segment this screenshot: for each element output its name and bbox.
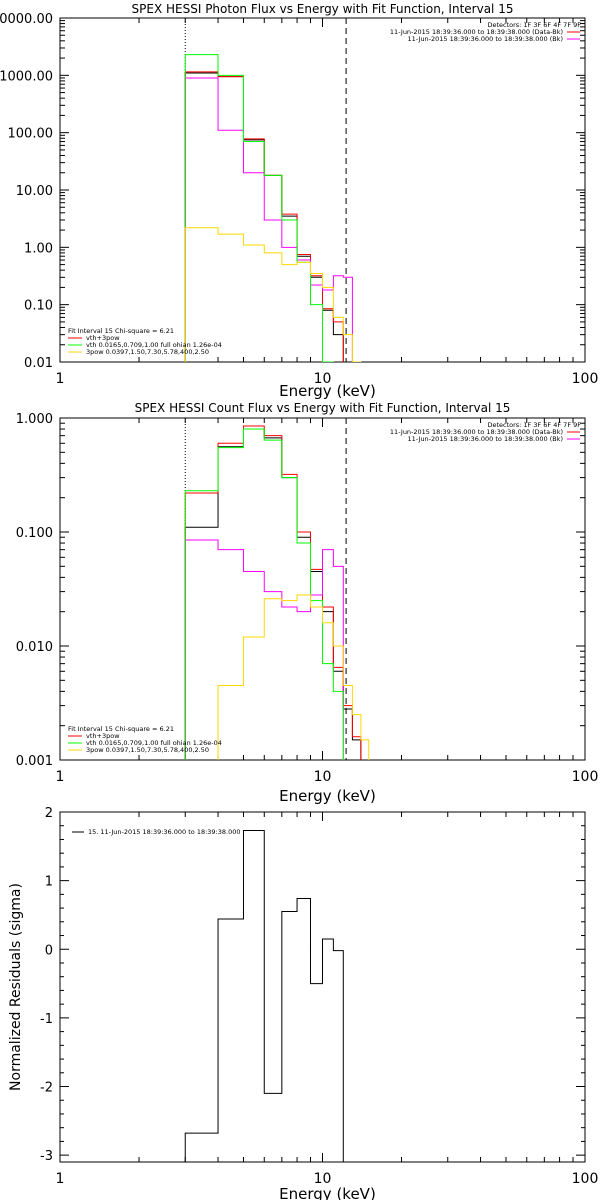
x-tick-label: 10 xyxy=(314,1171,332,1187)
fit-legend-entry-label: vth+3pow xyxy=(86,732,120,740)
y-tick-label: 1000.00 xyxy=(0,69,53,84)
chart-title: SPEX HESSI Photon Flux vs Energy with Fi… xyxy=(132,2,514,16)
data-series-4 xyxy=(184,54,344,362)
y-tick-label: 0.10 xyxy=(24,299,53,314)
y-tick-label: 100.00 xyxy=(8,127,54,142)
y-tick-label: 1.000 xyxy=(16,412,53,427)
data-series-5 xyxy=(184,594,370,760)
y-tick-label: -3 xyxy=(40,1149,53,1164)
legend-entry-label: 11-Jun-2015 18:39:36.000 to 18:39:38.000… xyxy=(408,435,563,443)
y-axis-label: Normalized Residuals (sigma) xyxy=(8,883,24,1091)
y-tick-label: 2 xyxy=(45,806,53,821)
chart-title: SPEX HESSI Count Flux vs Energy with Fit… xyxy=(135,401,511,415)
x-tick-label: 1 xyxy=(56,371,65,387)
data-series-1 xyxy=(184,830,344,1162)
x-axis-label: Energy (keV) xyxy=(279,382,376,400)
fit-legend-header: Fit Interval 15 Chi-square = 6.21 xyxy=(68,327,174,335)
fit-legend-entry-label: 3pow 0.0397,1.50,7.30,5.78,400,2.50 xyxy=(86,746,209,754)
y-tick-label: 0 xyxy=(45,943,53,958)
plot-frame xyxy=(59,811,586,1163)
x-tick-label: 10 xyxy=(314,769,332,785)
y-tick-label: 1 xyxy=(45,875,53,890)
legend-entry-label: 11-Jun-2015 18:39:36.000 to 18:39:38.000… xyxy=(390,28,563,36)
legend-header: Detectors: 1F 3F 6F 4F 7F 9F xyxy=(487,21,581,29)
data-series-2 xyxy=(184,425,362,760)
x-tick-label: 1 xyxy=(56,1171,65,1187)
x-tick-label: 100 xyxy=(572,769,599,785)
fit-legend-entry-label: 3pow 0.0397,1.50,7.30,5.78,400,2.50 xyxy=(86,348,209,356)
legend-entry-label: 11-Jun-2015 18:39:36.000 to 18:39:38.000… xyxy=(390,428,563,436)
legend-header: Detectors: 1F 3F 6F 4F 7F 9F xyxy=(487,421,581,429)
y-tick-label: 10000.00 xyxy=(0,12,53,27)
y-tick-label: 10.00 xyxy=(16,184,53,199)
data-series-5 xyxy=(184,227,370,362)
x-tick-label: 100 xyxy=(572,1171,599,1187)
fit-legend-header: Fit Interval 15 Chi-square = 6.21 xyxy=(68,725,174,733)
fit-legend-entry-label: vth 0.0165,0.709,1.00 full ohian 1.26e-0… xyxy=(86,739,222,747)
chart-panel-1: SPEX HESSI Photon Flux vs Energy with Fi… xyxy=(0,2,598,400)
chart-panel-2: SPEX HESSI Count Flux vs Energy with Fit… xyxy=(16,401,599,805)
y-tick-label: 0.010 xyxy=(16,640,53,655)
chart-panel-3: 1 10 100 -3 -2 -1 0 1 2 Energy (keV) Normalized Re… xyxy=(8,806,598,1200)
fit-legend-entry-label: vth+3pow xyxy=(86,334,120,342)
data-series-3 xyxy=(184,539,344,760)
data-series-4 xyxy=(184,428,344,760)
x-tick-label: 1 xyxy=(56,769,65,785)
fit-legend-entry-label: vth 0.0165,0.709,1.00 full ohian 1.26e-0… xyxy=(86,341,222,349)
y-tick-label: 0.100 xyxy=(16,526,53,541)
x-axis-label: Energy (keV) xyxy=(279,787,376,805)
data-series-2 xyxy=(184,71,344,362)
y-tick-label: 0.001 xyxy=(16,754,53,769)
y-tick-label: -1 xyxy=(40,1012,53,1027)
data-series-1 xyxy=(184,428,362,760)
y-tick-label: 1.00 xyxy=(24,241,53,256)
x-tick-label: 10 xyxy=(314,371,332,387)
legend-entry-label: 11-Jun-2015 18:39:36.000 to 18:39:38.000… xyxy=(408,35,563,43)
data-series-3 xyxy=(184,77,353,362)
x-tick-label: 100 xyxy=(572,371,599,387)
legend-entry-label: 15. 11-Jun-2015 18:39:36.000 to 18:39:38… xyxy=(88,828,240,836)
y-tick-label: -2 xyxy=(40,1081,53,1096)
y-tick-label: 0.01 xyxy=(24,356,53,371)
x-axis-label: Energy (keV) xyxy=(279,1185,376,1200)
